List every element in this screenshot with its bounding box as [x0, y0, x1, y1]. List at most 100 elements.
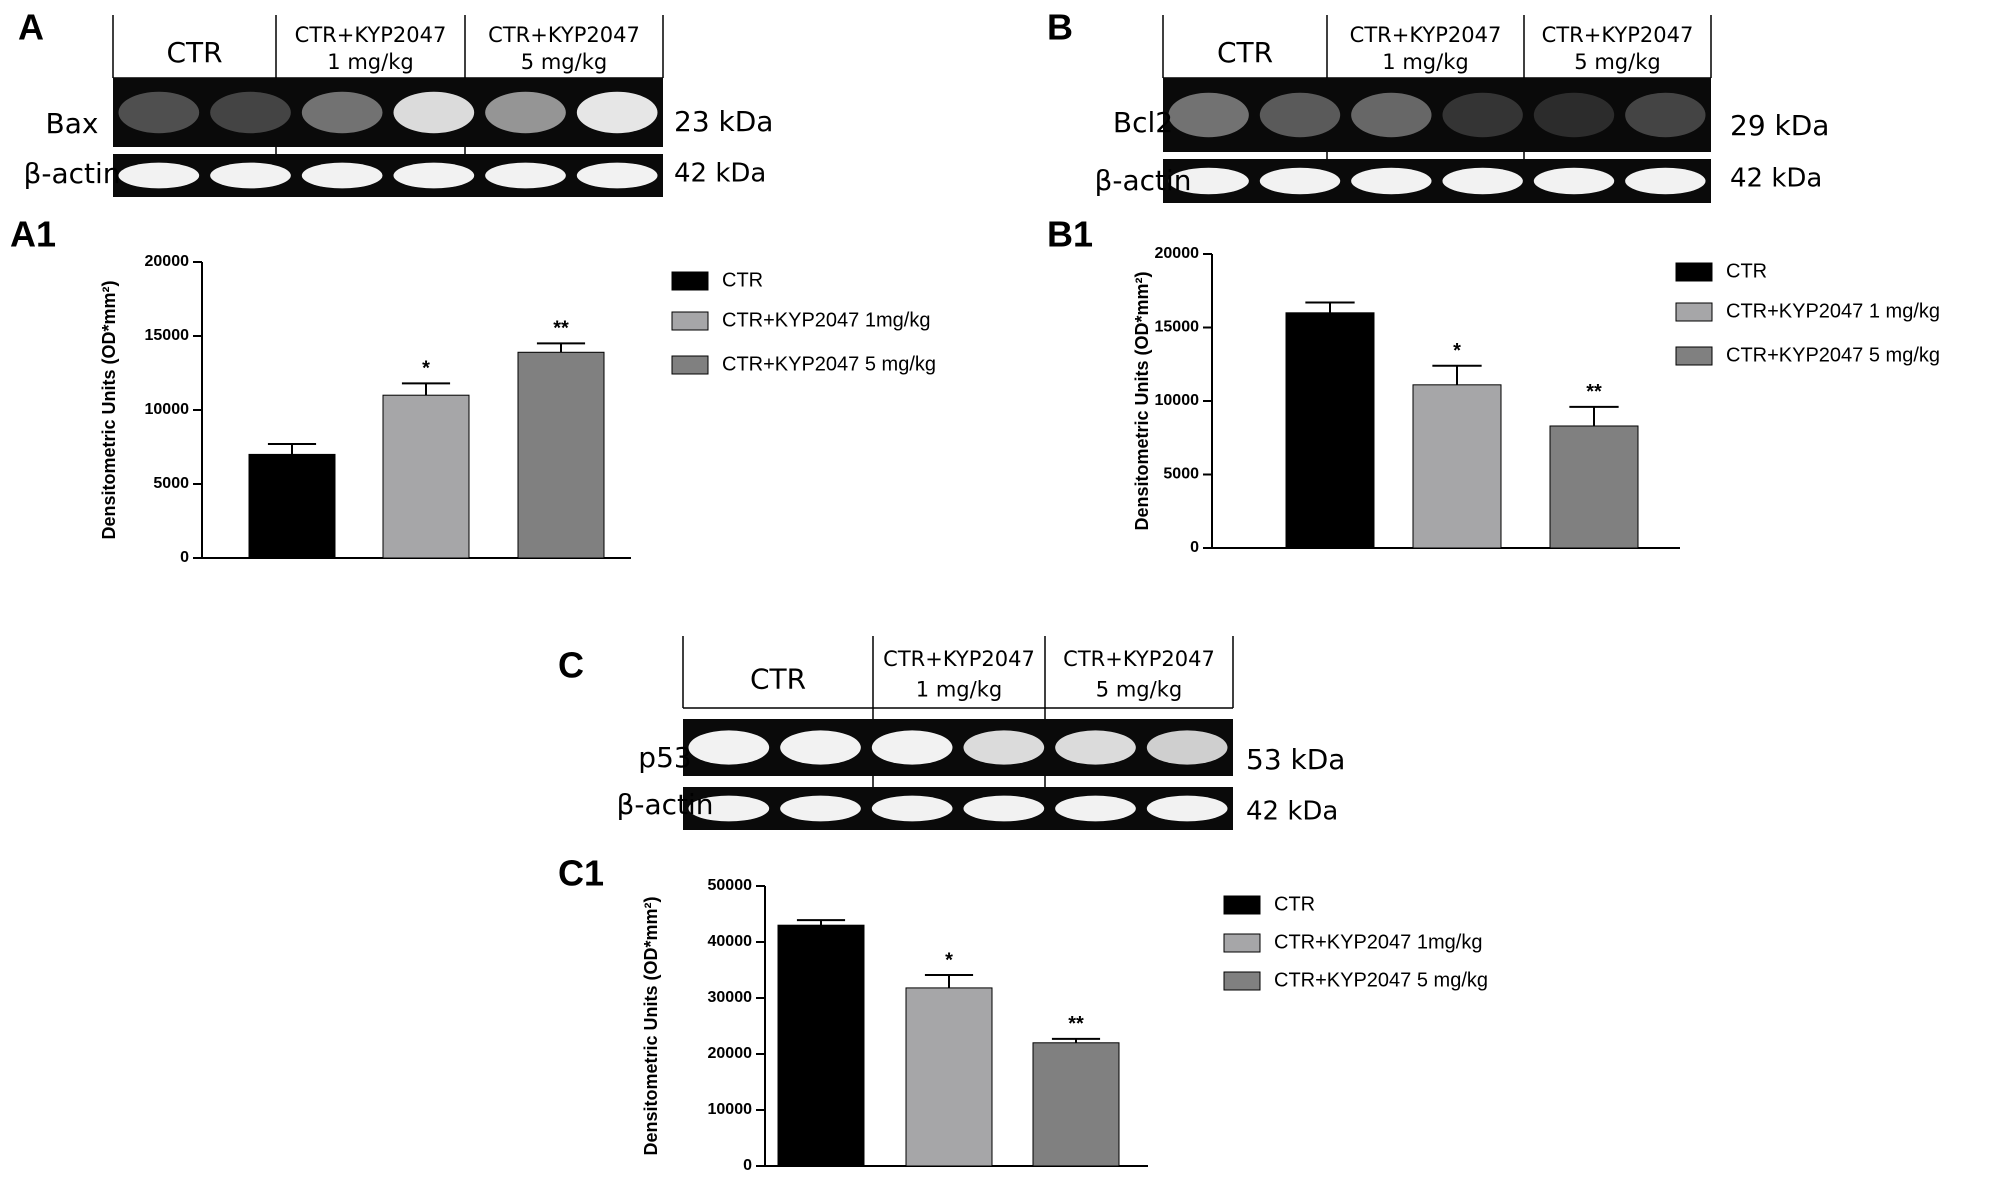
legend-label: CTR+KYP2047 1mg/kg	[1274, 931, 1482, 953]
y-tick-label: 20000	[1155, 245, 1200, 262]
significance-marker: *	[422, 358, 430, 380]
group-header-line1: CTR+KYP2047	[883, 647, 1035, 671]
protein-label: Bcl2	[1113, 106, 1173, 139]
group-header-line2: 1 mg/kg	[327, 50, 413, 74]
group-header-line2: 1 mg/kg	[1382, 50, 1468, 74]
significance-marker: **	[1068, 1013, 1084, 1035]
y-tick-label: 5000	[153, 475, 189, 492]
protein-kda-label: 23 kDa	[674, 105, 773, 138]
protein-band	[871, 730, 953, 765]
protein-band	[1351, 92, 1432, 138]
control-blot-strip	[1163, 159, 1711, 203]
bar	[1032, 1042, 1120, 1167]
protein-kda-label: 29 kDa	[1730, 109, 1829, 142]
blot-panel-c: C CTR CTR+KYP2047 1 mg/kg CTR+KYP2047 5 mg/kg…	[558, 636, 1345, 830]
blot-panel-b: B CTR CTR+KYP2047 1 mg/kg CTR+KYP2047 5 mg/kg…	[1047, 7, 1829, 203]
legend-swatch	[1223, 933, 1261, 953]
protein-band	[1146, 730, 1228, 765]
panel-letter: A	[18, 7, 44, 48]
y-axis-label: Densitometric Units (OD*mm²)	[641, 896, 661, 1155]
control-band	[1168, 167, 1249, 195]
control-band	[1351, 167, 1432, 195]
protein-band	[1055, 730, 1136, 765]
control-band	[1259, 167, 1341, 195]
protein-band	[1442, 92, 1523, 138]
y-tick-label: 10000	[145, 401, 190, 418]
panel-letter: A1	[10, 214, 56, 255]
group-header-line1: CTR+KYP2047	[1063, 647, 1215, 671]
significance-marker: **	[553, 318, 569, 340]
y-tick-label: 10000	[1155, 392, 1200, 409]
group-header: CTR	[1217, 36, 1273, 69]
protein-blot-strip	[683, 719, 1233, 776]
control-band	[688, 795, 770, 822]
control-label: β-actin	[23, 157, 120, 190]
legend-swatch	[1675, 302, 1713, 322]
group-header-line1: CTR+KYP2047	[1542, 23, 1694, 47]
legend-label: CTR	[1274, 893, 1315, 915]
protein-band	[393, 91, 475, 134]
protein-band	[576, 91, 658, 134]
legend-label: CTR+KYP2047 5 mg/kg	[722, 353, 936, 375]
legend-swatch	[671, 355, 709, 375]
legend-label: CTR+KYP2047 5 mg/kg	[1274, 969, 1488, 991]
control-band	[118, 162, 200, 189]
control-band	[576, 162, 658, 189]
legend-swatch	[1675, 262, 1713, 282]
control-band	[393, 162, 475, 189]
panel-letter: C1	[558, 853, 604, 894]
group-header-line1: CTR+KYP2047	[1350, 23, 1502, 47]
y-tick-label: 50000	[708, 877, 753, 894]
protein-band	[1625, 92, 1706, 138]
protein-band	[1168, 92, 1249, 138]
legend-label: CTR	[722, 269, 763, 291]
group-header-line2: 5 mg/kg	[1096, 678, 1182, 702]
significance-marker: *	[1453, 340, 1461, 362]
protein-band	[1533, 92, 1615, 138]
control-band	[1146, 795, 1228, 822]
y-tick-label: 15000	[145, 327, 190, 344]
control-band	[301, 162, 383, 189]
bar	[1285, 312, 1375, 549]
legend-swatch	[671, 271, 709, 291]
control-band	[871, 795, 953, 822]
y-tick-label: 5000	[1163, 466, 1199, 483]
protein-label: Bax	[46, 107, 99, 140]
panel-letter: B	[1047, 7, 1073, 48]
chart-panel-a1: A1 0 5000 10000 15000 20000 Densitometric Unit…	[10, 214, 936, 567]
y-tick-label: 0	[1190, 539, 1199, 556]
legend-swatch	[1223, 895, 1261, 915]
y-axis-label: Densitometric Units (OD*mm²)	[99, 280, 119, 539]
group-header-line1: CTR+KYP2047	[488, 23, 640, 47]
protein-blot-strip	[113, 78, 663, 147]
control-band	[1533, 167, 1615, 195]
y-tick-label: 30000	[708, 989, 753, 1006]
control-band	[780, 795, 861, 822]
group-header-line2: 5 mg/kg	[1574, 50, 1660, 74]
group-header-line2: 5 mg/kg	[521, 50, 607, 74]
significance-marker: **	[1586, 381, 1602, 403]
y-tick-label: 10000	[708, 1101, 753, 1118]
bar	[1549, 425, 1639, 549]
group-header: CTR	[166, 36, 222, 69]
protein-band	[301, 91, 383, 134]
legend-swatch	[1223, 971, 1261, 991]
protein-band	[210, 91, 291, 134]
control-label: β-actin	[1094, 164, 1191, 197]
protein-band	[1259, 92, 1341, 138]
control-band	[963, 795, 1045, 822]
control-kda-label: 42 kDa	[1730, 164, 1822, 194]
protein-band	[688, 730, 770, 765]
protein-band	[485, 91, 566, 134]
control-kda-label: 42 kDa	[674, 159, 766, 189]
protein-band	[118, 91, 200, 134]
legend-swatch	[1675, 346, 1713, 366]
chart-panel-c1: C1 0 10000 20000 30000 40000 50000 Densitometri…	[558, 853, 1488, 1175]
control-band	[485, 162, 566, 189]
y-tick-label: 0	[743, 1157, 752, 1174]
bar	[517, 351, 605, 559]
y-axis-label: Densitometric Units (OD*mm²)	[1132, 271, 1152, 530]
protein-label: p53	[638, 741, 691, 774]
